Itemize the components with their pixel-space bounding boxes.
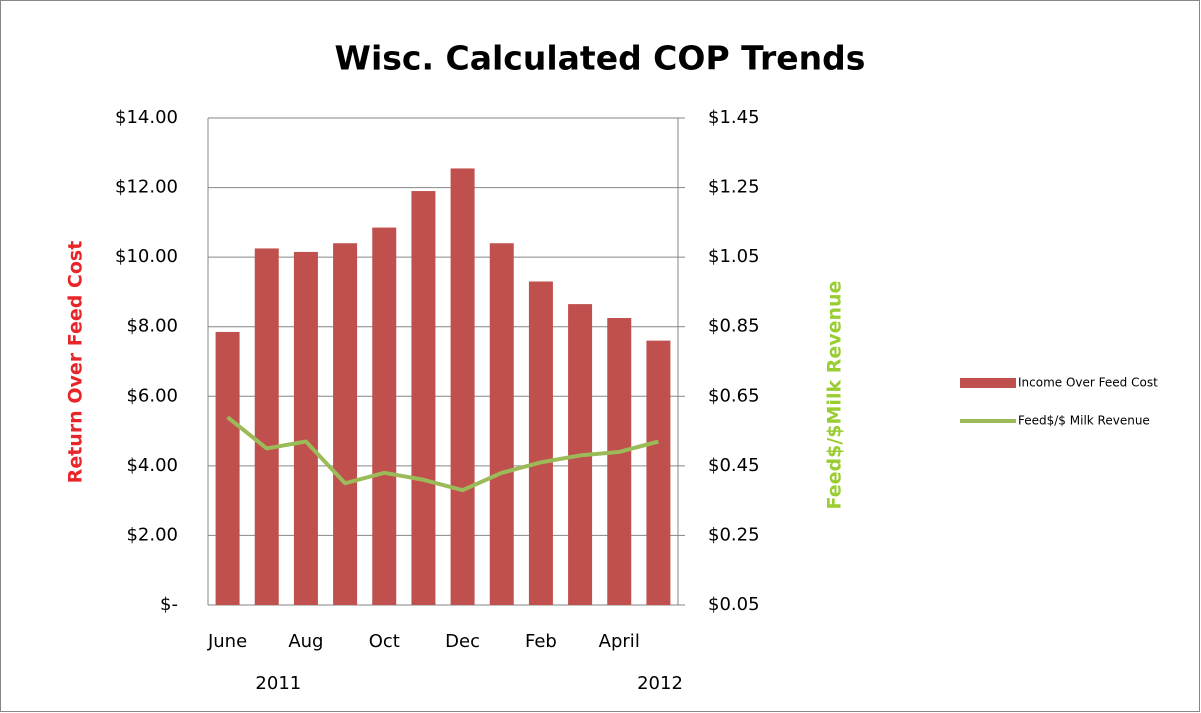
y-tick-label: $12.00 [115, 177, 178, 198]
year-label: 2012 [637, 673, 683, 694]
bar [254, 248, 279, 606]
bar [646, 340, 671, 605]
x-tick-label: April [599, 631, 640, 652]
chart-title: Wisc. Calculated COP Trends [335, 39, 866, 78]
x-tick-label: June [207, 631, 247, 652]
y2-tick-label: $1.25 [708, 177, 760, 198]
y2-tick-label: $1.05 [708, 246, 760, 267]
y2-tick-label: $0.45 [708, 455, 760, 476]
y-tick-label: $6.00 [126, 385, 178, 406]
y-tick-label: $- [160, 594, 178, 615]
y-tick-label: $4.00 [126, 455, 178, 476]
bar [215, 331, 240, 605]
bar [489, 243, 514, 605]
bar [411, 191, 436, 606]
x-tick-label: Dec [445, 631, 480, 652]
x-tick-label: Feb [525, 631, 557, 652]
line [226, 415, 659, 493]
y2-tick-label: $0.05 [708, 594, 760, 615]
bar [607, 318, 632, 605]
bar [528, 281, 553, 605]
y2-tick-label: $1.45 [708, 107, 760, 128]
legend-swatch [960, 378, 1016, 388]
legend-label: Income Over Feed Cost [1018, 376, 1158, 390]
y2-tick-label: $0.25 [708, 524, 760, 545]
y2-tick-label: $0.85 [708, 316, 760, 337]
bar [333, 243, 358, 605]
y-tick-label: $14.00 [115, 107, 178, 128]
y2-axis-label: Feed$/$Milk Revenue [824, 281, 846, 510]
y-tick-label: $2.00 [126, 524, 178, 545]
year-label: 2011 [255, 673, 301, 694]
y-tick-label: $8.00 [126, 316, 178, 337]
x-tick-label: Aug [288, 631, 323, 652]
legend-label: Feed$/$ Milk Revenue [1018, 414, 1150, 428]
y-axis-label: Return Over Feed Cost [65, 241, 87, 484]
bar [293, 251, 318, 606]
y-tick-label: $10.00 [115, 246, 178, 267]
bar [372, 227, 397, 605]
bar [450, 168, 475, 606]
x-tick-label: Oct [369, 631, 400, 652]
y2-tick-label: $0.65 [708, 385, 760, 406]
